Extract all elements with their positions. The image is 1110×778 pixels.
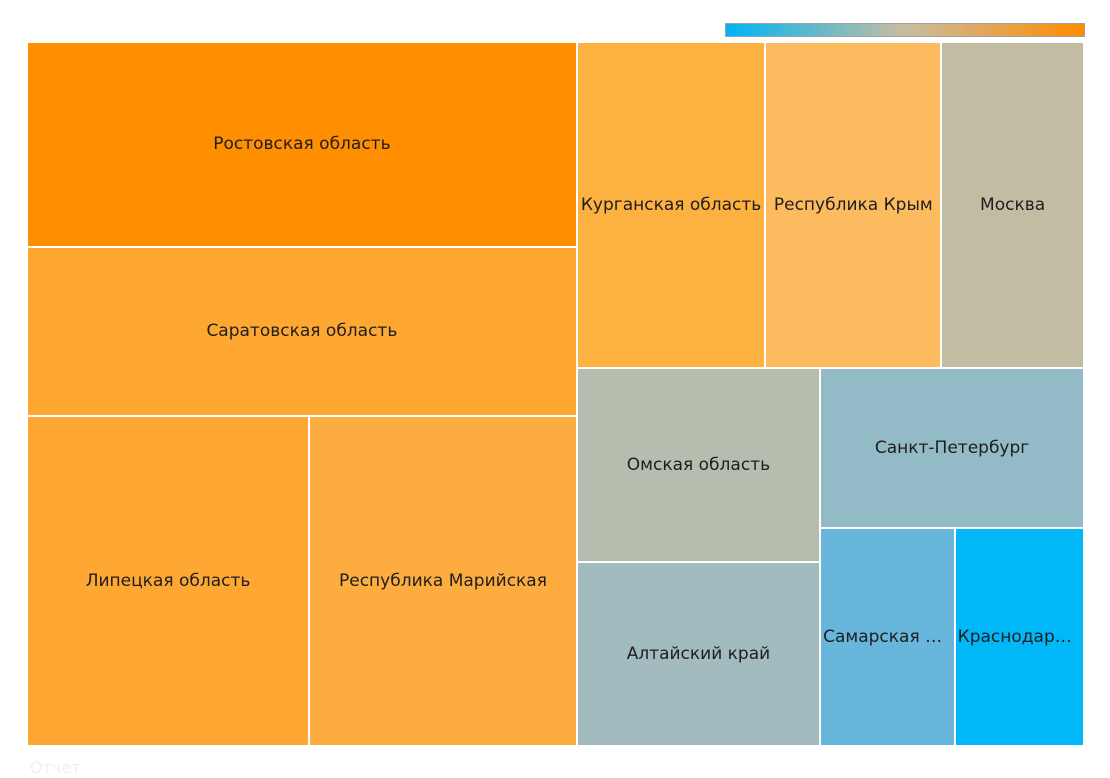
treemap-cell[interactable]: Москва <box>942 43 1085 370</box>
treemap-cell[interactable]: Липецкая область <box>28 417 311 747</box>
treemap-cell-label: Алтайский край <box>626 643 771 664</box>
treemap-cell-label: Самарская область <box>823 627 954 648</box>
treemap-cell[interactable]: Республика Крым <box>766 43 943 370</box>
treemap-cell[interactable]: Ростовская область <box>28 43 578 248</box>
treemap-cell[interactable]: Омская область <box>577 369 822 563</box>
treemap-cell-label: Курганская область <box>580 195 762 216</box>
color-scale-legend <box>725 23 1085 37</box>
treemap-chart: Ростовская область Саратовская область Лип… <box>28 43 1085 747</box>
treemap-cell[interactable]: Курганская область <box>577 43 767 370</box>
treemap-cell-label: Краснодарский край <box>957 627 1083 648</box>
treemap-cell-label: Москва <box>980 195 1046 216</box>
treemap-cell-label: Республика Марийская <box>339 571 547 592</box>
treemap-cell[interactable]: Самарская область <box>821 529 956 747</box>
treemap-cell-label: Липецкая область <box>85 571 251 592</box>
treemap-cell-label: Саратовская область <box>206 321 398 342</box>
treemap-cell[interactable]: Санкт-Петербург <box>821 369 1085 530</box>
treemap-cell-label: Ростовская область <box>213 134 391 155</box>
treemap-cell[interactable]: Саратовская область <box>28 247 578 418</box>
treemap-cell-label: Санкт-Петербург <box>874 438 1030 459</box>
treemap-cell-label: Омская область <box>626 455 771 476</box>
footer-label: Отчет <box>30 758 81 777</box>
treemap-cell[interactable]: Алтайский край <box>577 562 822 747</box>
treemap-cell[interactable]: Краснодарский край <box>955 529 1085 747</box>
treemap-cell[interactable]: Республика Марийская <box>310 417 578 747</box>
treemap-cell-label: Республика Крым <box>773 195 933 216</box>
